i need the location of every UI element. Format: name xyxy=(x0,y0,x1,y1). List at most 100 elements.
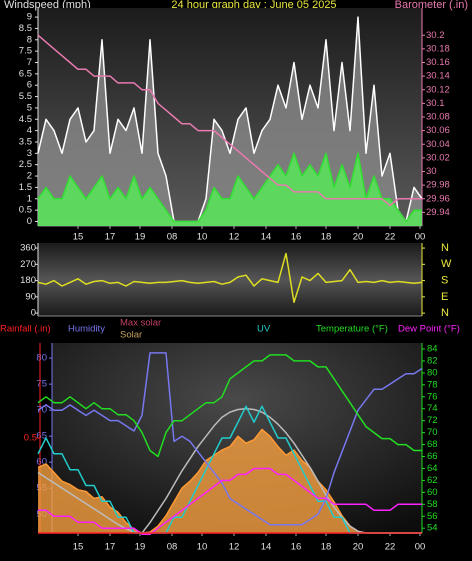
x-tick-label: 16 xyxy=(291,542,302,553)
series-line xyxy=(37,16,423,223)
y-tick-label: 4 xyxy=(27,125,32,136)
wind-axis-title: Windspeed (mph) xyxy=(4,0,91,11)
x-tick-label: 00 xyxy=(415,232,426,243)
x-tick-label: 17 xyxy=(105,542,116,553)
x-tick-label: 12 xyxy=(229,232,240,243)
y-tick-label: 2.5 xyxy=(19,159,32,170)
y-tick-label: 30.18 xyxy=(426,43,450,54)
y-tick-label: 6 xyxy=(27,80,32,91)
plot-background xyxy=(38,243,422,316)
y-tick-label: 30.1 xyxy=(426,98,445,109)
y-tick-label: 5 xyxy=(27,102,32,113)
y-tick-label: 74 xyxy=(427,403,438,414)
legend-label: Max solar xyxy=(120,318,161,329)
y-tick-label: 64 xyxy=(427,463,438,474)
y-tick-label: 30.02 xyxy=(426,152,450,163)
y-tick-label: 180 xyxy=(20,275,36,286)
legend-label: Dew Point (°F) xyxy=(398,324,460,335)
y-tick-label: S xyxy=(441,274,448,286)
x-tick-label: 15 xyxy=(73,542,84,553)
series-line xyxy=(37,152,422,223)
y-tick-label: 30.12 xyxy=(426,84,450,95)
y-tick-label: 5.5 xyxy=(19,91,32,102)
y-tick-label: 8.5 xyxy=(19,23,32,34)
x-tick-label: 08 xyxy=(167,232,178,243)
y-tick-label: 54 xyxy=(427,523,438,534)
x-tick-label: 22 xyxy=(385,232,396,243)
y-tick-label: 7.5 xyxy=(19,46,32,57)
series-line xyxy=(37,34,422,207)
y-tick-label: 30.08 xyxy=(426,112,450,123)
y-tick-label: E xyxy=(441,291,448,303)
x-tick-label: 20 xyxy=(353,232,364,243)
y-tick-label: 60 xyxy=(427,487,438,498)
x-tick-label: 15 xyxy=(73,232,84,243)
y-tick-label: 29.94 xyxy=(426,207,450,218)
y-tick-label: 80 xyxy=(427,367,438,378)
y-tick-label: 68 xyxy=(427,439,438,450)
y-tick-label: 2 xyxy=(27,171,32,182)
y-tick-label: N xyxy=(441,307,449,319)
series-line xyxy=(38,467,422,535)
y-tick-label: 3 xyxy=(27,148,32,159)
x-tick-label: 17 xyxy=(105,232,116,243)
y-tick-label: 0.5 xyxy=(24,433,37,444)
y-tick-label: W xyxy=(441,258,452,270)
y-tick-label: 6.5 xyxy=(19,68,32,79)
y-tick-label: 70 xyxy=(427,427,438,438)
y-tick-label: 58 xyxy=(427,499,438,510)
y-tick-label: 1.5 xyxy=(19,182,32,193)
legend-label: Rainfall (.in) xyxy=(0,324,51,335)
y-tick-label: 30.04 xyxy=(426,139,450,150)
y-tick-label: 75 xyxy=(36,379,47,390)
y-tick-label: 9 xyxy=(27,12,32,23)
series-line xyxy=(37,407,422,534)
x-tick-label: 19 xyxy=(135,232,146,243)
x-tick-label: 10 xyxy=(197,232,208,243)
x-tick-label: 14 xyxy=(261,232,272,243)
y-tick-label: 8 xyxy=(27,34,32,45)
series-area xyxy=(38,429,422,533)
y-tick-label: 56 xyxy=(427,511,438,522)
y-tick-label: 84 xyxy=(427,343,438,354)
y-tick-label: 30.06 xyxy=(426,125,450,136)
y-tick-label: 78 xyxy=(427,379,438,390)
series-line xyxy=(37,252,423,304)
legend-label: Humidity xyxy=(68,324,105,335)
x-tick-label: 10 xyxy=(197,542,208,553)
legend-label: Solar xyxy=(120,330,142,341)
y-tick-label: 30.2 xyxy=(426,30,445,41)
y-tick-label: 62 xyxy=(427,475,438,486)
y-tick-label: 270 xyxy=(20,259,36,270)
y-tick-label: 66 xyxy=(427,451,438,462)
series-area xyxy=(38,153,422,226)
y-tick-label: N xyxy=(441,242,449,254)
y-tick-label: 30.14 xyxy=(426,71,450,82)
y-tick-label: 70 xyxy=(36,405,47,416)
chart-title: 24 hour graph day : June 05 2025 xyxy=(171,0,336,11)
legend-label: UV xyxy=(257,324,271,335)
y-tick-label: 65 xyxy=(36,431,47,442)
y-tick-label: 1 xyxy=(27,193,32,204)
y-tick-label: 30 xyxy=(426,166,437,177)
y-tick-label: 29.98 xyxy=(426,180,450,191)
legend-label: Temperature (°F) xyxy=(316,324,388,335)
y-tick-label: 29.96 xyxy=(426,193,450,204)
x-tick-label: 16 xyxy=(291,232,302,243)
x-tick-label: 18 xyxy=(321,232,332,243)
x-tick-label: 19 xyxy=(135,542,146,553)
y-tick-label: 4.5 xyxy=(19,114,32,125)
x-tick-label: 18 xyxy=(321,542,332,553)
y-tick-label: 60 xyxy=(36,457,47,468)
barometer-axis-title: Barometer (.in) xyxy=(395,0,468,11)
y-tick-label: 30.16 xyxy=(426,57,450,68)
y-tick-label: 0 xyxy=(27,216,32,227)
y-tick-label: 90 xyxy=(25,291,36,302)
y-tick-label: 360 xyxy=(20,243,36,254)
x-tick-label: 08 xyxy=(167,542,178,553)
series-line xyxy=(37,354,422,458)
x-tick-label: 14 xyxy=(261,542,272,553)
x-tick-label: 00 xyxy=(415,542,426,553)
y-tick-label: 80 xyxy=(36,353,47,364)
